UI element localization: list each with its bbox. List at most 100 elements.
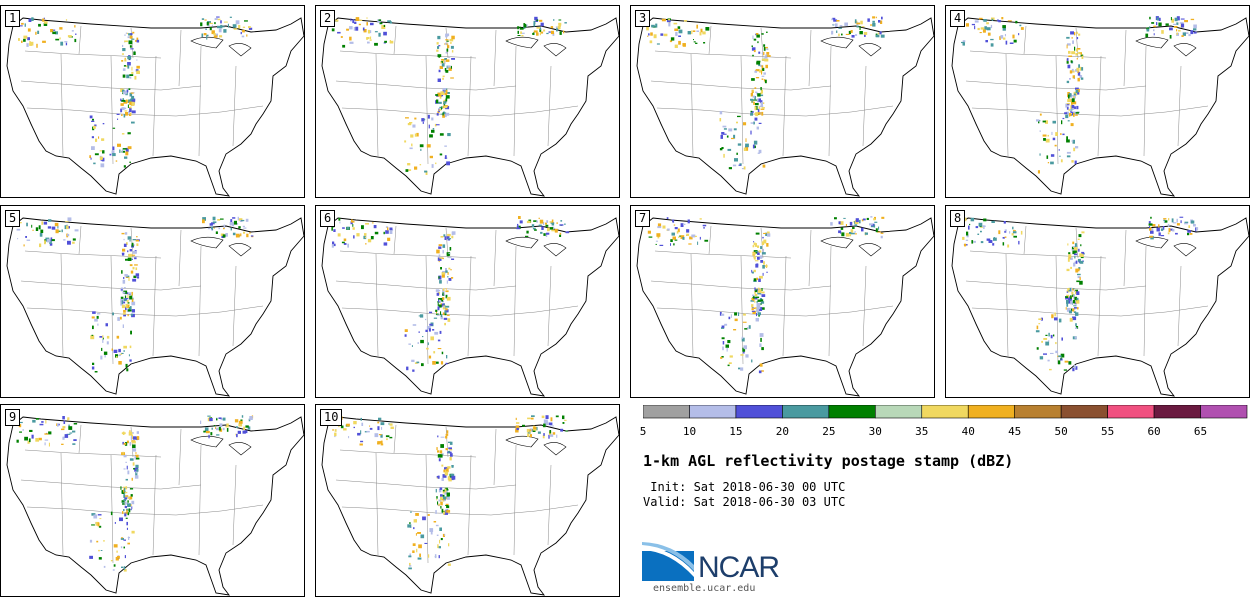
reflectivity-echo — [362, 27, 365, 31]
reflectivity-echo — [655, 23, 658, 28]
reflectivity-echo — [732, 164, 737, 167]
reflectivity-echo — [753, 101, 755, 105]
reflectivity-echo — [448, 447, 452, 450]
reflectivity-echo — [67, 233, 70, 237]
state-border — [20, 80, 202, 91]
reflectivity-echo — [381, 426, 383, 430]
reflectivity-echo — [422, 516, 426, 521]
reflectivity-echo — [763, 261, 765, 265]
reflectivity-echo — [47, 226, 52, 229]
reflectivity-echo — [121, 566, 124, 568]
reflectivity-echo — [756, 302, 761, 306]
reflectivity-echo — [1148, 221, 1151, 224]
reflectivity-echo — [745, 147, 749, 151]
reflectivity-echo — [719, 311, 722, 316]
reflectivity-echo — [444, 92, 448, 96]
reflectivity-echo — [442, 474, 447, 478]
reflectivity-echo — [126, 527, 128, 530]
reflectivity-echo — [764, 58, 769, 62]
reflectivity-echo — [217, 18, 221, 21]
reflectivity-echo — [101, 159, 105, 162]
reflectivity-echo — [125, 363, 128, 368]
state-border — [341, 105, 579, 117]
reflectivity-echo — [123, 509, 125, 512]
reflectivity-echo — [438, 555, 440, 559]
reflectivity-echo — [518, 216, 521, 219]
reflectivity-echo — [211, 228, 214, 231]
reflectivity-echo — [761, 33, 764, 35]
reflectivity-echo — [532, 32, 535, 35]
reflectivity-echo — [343, 243, 347, 245]
reflectivity-echo — [438, 503, 442, 505]
reflectivity-echo — [881, 16, 883, 20]
reflectivity-echo — [445, 268, 447, 271]
colorbar-segment — [689, 405, 737, 419]
reflectivity-echo — [427, 114, 430, 119]
reflectivity-echo — [830, 222, 833, 226]
reflectivity-echo — [879, 31, 882, 35]
reflectivity-echo — [1012, 34, 1015, 39]
reflectivity-echo — [44, 439, 49, 441]
reflectivity-echo — [441, 297, 445, 300]
reflectivity-echo — [110, 560, 113, 562]
reflectivity-echo — [355, 17, 360, 21]
reflectivity-echo — [758, 100, 762, 102]
reflectivity-echo — [1071, 68, 1074, 72]
reflectivity-echo — [209, 22, 213, 24]
reflectivity-echo — [751, 99, 753, 103]
reflectivity-echo — [442, 301, 444, 303]
reflectivity-echo — [1071, 246, 1076, 250]
reflectivity-echo — [757, 299, 761, 302]
reflectivity-echo — [130, 313, 133, 316]
reflectivity-echo — [412, 369, 415, 372]
reflectivity-echo — [213, 35, 218, 38]
reflectivity-echo — [130, 432, 134, 434]
reflectivity-echo — [745, 143, 749, 148]
reflectivity-echo — [443, 101, 447, 104]
reflectivity-echo — [123, 443, 127, 445]
reflectivity-echo — [750, 300, 755, 302]
reflectivity-echo — [445, 305, 450, 308]
reflectivity-echo — [65, 42, 68, 46]
reflectivity-echo — [1077, 71, 1081, 76]
us-map — [321, 216, 619, 397]
member-number-label: 1 — [5, 10, 21, 27]
reflectivity-echo — [122, 248, 126, 252]
reflectivity-echo — [739, 163, 742, 166]
reflectivity-echo — [389, 423, 393, 426]
reflectivity-echo — [445, 95, 450, 99]
reflectivity-echo — [722, 125, 727, 128]
reflectivity-echo — [91, 146, 95, 150]
reflectivity-echo — [35, 31, 37, 35]
reflectivity-echo — [520, 31, 522, 34]
reflectivity-echo — [90, 157, 92, 160]
state-border — [493, 29, 497, 87]
reflectivity-echo — [246, 233, 249, 238]
reflectivity-echo — [417, 557, 422, 560]
reflectivity-echo — [1067, 288, 1070, 291]
reflectivity-echo — [756, 277, 758, 281]
reflectivity-echo — [425, 318, 427, 321]
reflectivity-echo — [352, 224, 354, 227]
reflectivity-echo — [844, 22, 848, 26]
reflectivity-echo — [527, 433, 530, 437]
reflectivity-echo — [704, 239, 709, 242]
reflectivity-echo — [724, 323, 728, 326]
reflectivity-echo — [116, 555, 120, 559]
reflectivity-echo — [866, 217, 869, 220]
reflectivity-echo — [25, 236, 27, 238]
reflectivity-echo — [43, 23, 48, 26]
reflectivity-echo — [126, 440, 129, 444]
reflectivity-echo — [756, 34, 760, 38]
reflectivity-echo — [872, 20, 875, 23]
reflectivity-echo — [1005, 40, 1008, 45]
reflectivity-echo — [439, 539, 441, 544]
reflectivity-echo — [103, 540, 105, 542]
reflectivity-echo — [444, 155, 447, 159]
reflectivity-echo — [666, 217, 669, 219]
reflectivity-echo — [693, 39, 694, 41]
reflectivity-echo — [449, 448, 453, 451]
reflectivity-echo — [755, 69, 760, 72]
reflectivity-echo — [1077, 258, 1081, 262]
reflectivity-echo — [409, 147, 413, 150]
